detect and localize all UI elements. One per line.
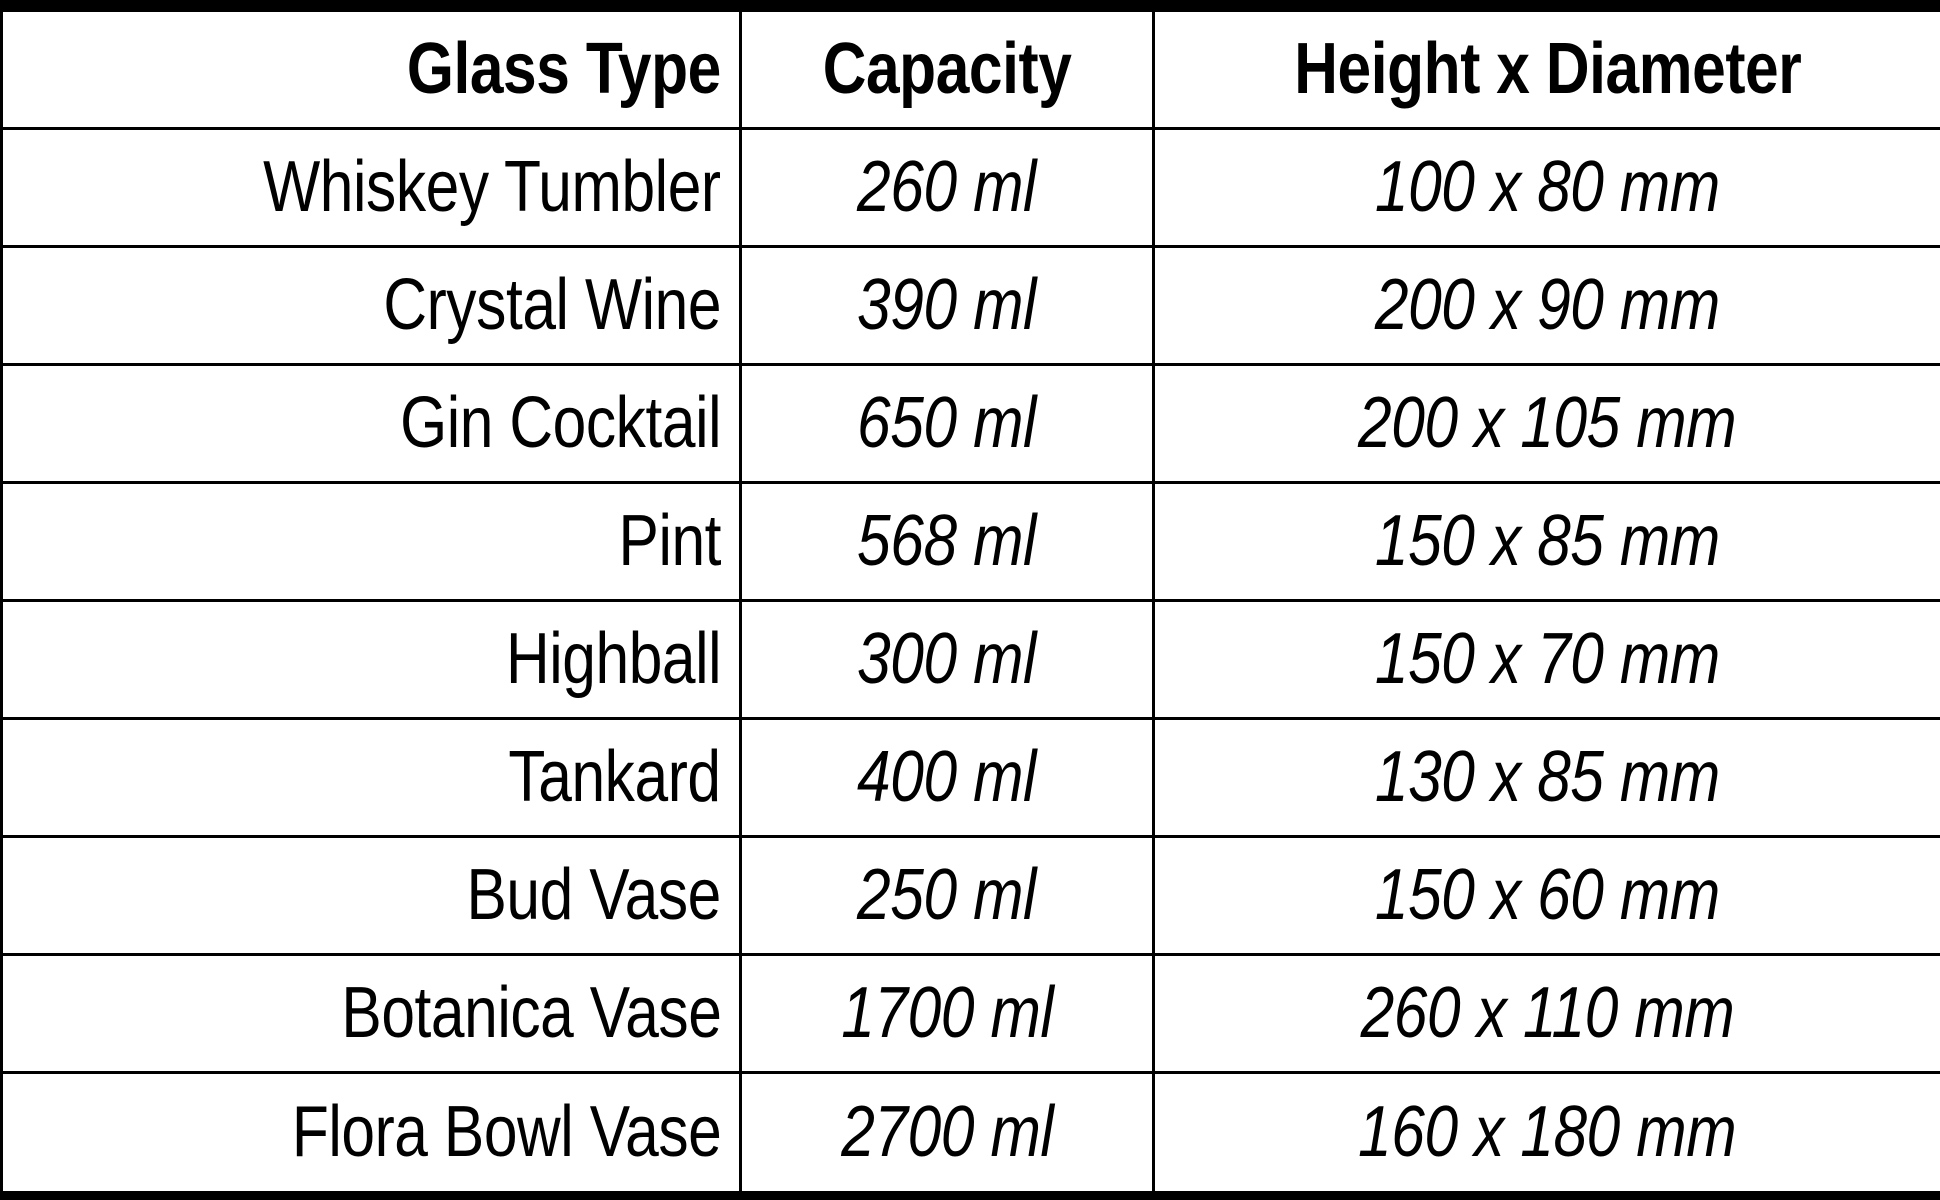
- glassware-specifications-table: Glass Type Capacity Height x Diameter Wh…: [0, 9, 1940, 1191]
- cell-dimensions: 200 x 105 mm: [1152, 363, 1940, 485]
- column-header-glass-type: Glass Type: [0, 9, 742, 130]
- column-header-height-x-diameter: Height x Diameter: [1152, 9, 1940, 130]
- table-row: Gin Cocktail 650 ml 200 x 105 mm: [0, 363, 1940, 485]
- cell-dimensions: 130 x 85 mm: [1152, 717, 1940, 839]
- cell-dimensions: 160 x 180 mm: [1152, 1071, 1940, 1191]
- cell-glass-type: Botanica Vase: [0, 953, 742, 1075]
- cell-dimensions: 200 x 90 mm: [1152, 245, 1940, 367]
- table-header: Glass Type Capacity Height x Diameter: [0, 9, 1940, 130]
- cell-glass-type: Highball: [0, 599, 742, 721]
- column-header-capacity: Capacity: [739, 9, 1155, 130]
- table-header-row: Glass Type Capacity Height x Diameter: [0, 9, 1940, 130]
- cell-dimensions: 150 x 70 mm: [1152, 599, 1940, 721]
- cell-capacity: 250 ml: [739, 835, 1155, 957]
- table-row: Highball 300 ml 150 x 70 mm: [0, 599, 1940, 721]
- table-row: Whiskey Tumbler 260 ml 100 x 80 mm: [0, 126, 1940, 249]
- cell-capacity: 390 ml: [739, 245, 1155, 367]
- table-row: Tankard 400 ml 130 x 85 mm: [0, 717, 1940, 839]
- cell-glass-type: Flora Bowl Vase: [0, 1071, 742, 1191]
- cell-capacity: 400 ml: [739, 717, 1155, 839]
- table-row: Bud Vase 250 ml 150 x 60 mm: [0, 835, 1940, 957]
- cell-dimensions: 150 x 60 mm: [1152, 835, 1940, 957]
- cell-glass-type: Whiskey Tumbler: [0, 126, 742, 249]
- cell-dimensions: 150 x 85 mm: [1152, 481, 1940, 603]
- cell-capacity: 2700 ml: [739, 1071, 1155, 1191]
- cell-capacity: 300 ml: [739, 599, 1155, 721]
- cell-dimensions: 100 x 80 mm: [1152, 126, 1940, 249]
- cell-glass-type: Gin Cocktail: [0, 363, 742, 485]
- cell-glass-type: Tankard: [0, 717, 742, 839]
- cell-capacity: 568 ml: [739, 481, 1155, 603]
- cell-dimensions: 260 x 110 mm: [1152, 953, 1940, 1075]
- cell-capacity: 1700 ml: [739, 953, 1155, 1075]
- cell-capacity: 650 ml: [739, 363, 1155, 485]
- table-top-rule: [0, 0, 1940, 9]
- table-row: Flora Bowl Vase 2700 ml 160 x 180 mm: [0, 1071, 1940, 1191]
- cell-glass-type: Pint: [0, 481, 742, 603]
- cell-glass-type: Bud Vase: [0, 835, 742, 957]
- cell-glass-type: Crystal Wine: [0, 245, 742, 367]
- table-row: Pint 568 ml 150 x 85 mm: [0, 481, 1940, 603]
- table-body: Whiskey Tumbler 260 ml 100 x 80 mm Cryst…: [0, 126, 1940, 1191]
- cell-capacity: 260 ml: [739, 126, 1155, 249]
- table-row: Crystal Wine 390 ml 200 x 90 mm: [0, 245, 1940, 367]
- table-row: Botanica Vase 1700 ml 260 x 110 mm: [0, 953, 1940, 1075]
- table-bottom-rule: [0, 1191, 1940, 1200]
